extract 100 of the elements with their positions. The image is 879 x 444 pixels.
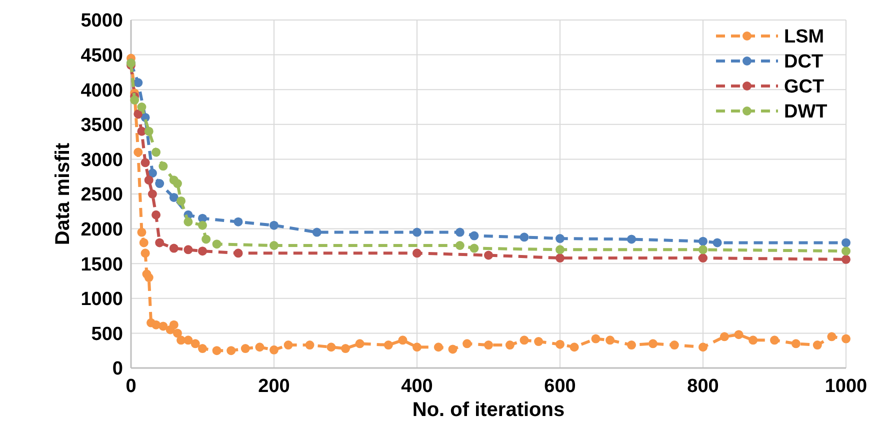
point [412, 342, 422, 352]
legend-label: DCT [784, 52, 824, 73]
point [144, 126, 154, 136]
point [270, 241, 278, 250]
point [198, 344, 207, 354]
point [140, 248, 150, 258]
y-tick-label: 500 [91, 324, 123, 345]
point [556, 245, 564, 254]
point [172, 328, 182, 338]
point [355, 339, 364, 348]
point [734, 330, 744, 340]
point [484, 340, 493, 350]
point [155, 238, 164, 248]
y-tick-label: 4000 [80, 80, 123, 102]
point [556, 340, 564, 349]
point [648, 339, 658, 348]
point [139, 238, 148, 248]
point [137, 228, 146, 237]
point [184, 217, 193, 226]
point [326, 342, 336, 352]
x-axis-title: No. of iterations [412, 399, 565, 421]
legend-label: GCT [784, 76, 824, 98]
y-tick-label: 2000 [80, 219, 123, 240]
point [570, 342, 579, 352]
y-tick-label: 1500 [80, 254, 123, 276]
point [412, 248, 422, 258]
point [152, 210, 161, 220]
point [556, 234, 564, 244]
y-tick-label: 3000 [80, 150, 123, 171]
point [827, 332, 836, 342]
point [202, 234, 211, 244]
x-tick-label: 1000 [824, 376, 868, 397]
point [842, 334, 850, 344]
y-tick-label: 1000 [80, 289, 123, 310]
legend-label: LSM [784, 26, 824, 48]
point [184, 245, 193, 254]
point [270, 220, 278, 230]
point [770, 336, 779, 345]
point [270, 345, 278, 354]
x-tick-label: 600 [544, 376, 576, 397]
point [198, 220, 207, 230]
point [140, 158, 150, 168]
point [130, 96, 140, 105]
point [152, 320, 161, 330]
x-tick-label: 400 [401, 376, 433, 397]
y-tick-label: 4500 [80, 45, 123, 66]
point [842, 238, 850, 248]
point [455, 241, 464, 250]
point [305, 340, 314, 350]
point [698, 254, 708, 263]
point [627, 234, 636, 244]
point [172, 179, 182, 188]
point [134, 148, 143, 157]
point [462, 339, 472, 348]
point [698, 342, 708, 352]
point [505, 340, 514, 350]
point [791, 339, 800, 348]
x-tick-label: 200 [258, 376, 290, 397]
point [470, 244, 479, 253]
point [556, 254, 564, 263]
point [198, 246, 207, 256]
point [520, 232, 529, 242]
point [470, 231, 479, 240]
point [627, 340, 636, 350]
point [842, 246, 850, 256]
point [144, 176, 154, 185]
point [748, 336, 758, 345]
point [534, 337, 544, 346]
point [455, 228, 464, 237]
x-tick-label: 800 [687, 376, 719, 397]
point [591, 334, 600, 344]
point [448, 344, 458, 354]
y-tick-label: 3500 [80, 115, 123, 136]
point [412, 228, 422, 237]
y-tick-label: 5000 [80, 10, 123, 32]
point [698, 236, 708, 246]
point [155, 179, 164, 188]
point [484, 250, 493, 260]
point [137, 102, 146, 112]
point [226, 346, 236, 356]
x-tick-label: 0 [126, 376, 136, 397]
point [184, 336, 193, 345]
point [148, 190, 157, 198]
point [234, 248, 243, 258]
point [176, 196, 186, 206]
point [312, 228, 322, 237]
point [212, 240, 222, 249]
point [720, 332, 729, 342]
point [169, 192, 178, 202]
point [812, 340, 822, 350]
y-axis-title: Data misfit [52, 142, 74, 246]
point [520, 336, 529, 345]
point [606, 336, 615, 345]
point [158, 322, 168, 331]
point [212, 346, 222, 356]
point [398, 336, 408, 345]
point [712, 238, 722, 248]
point [169, 320, 178, 330]
point [698, 245, 708, 254]
point [144, 273, 154, 282]
